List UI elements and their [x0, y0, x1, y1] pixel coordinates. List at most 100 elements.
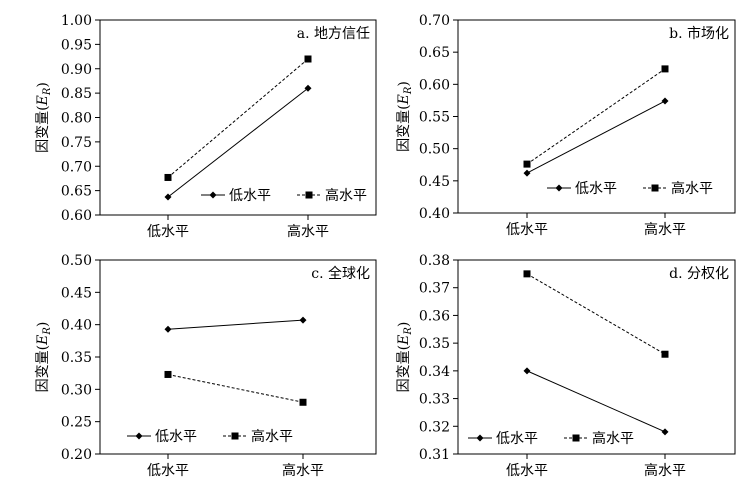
y-tick-label: 0.50 — [61, 253, 92, 269]
series-line-2 — [167, 373, 304, 403]
legend-marker-diamond — [135, 432, 143, 440]
x-tick-label: 高水平 — [287, 223, 329, 240]
y-tick-label: 0.60 — [419, 77, 450, 93]
legend-label: 高水平 — [671, 180, 713, 197]
y-tick-label: 0.65 — [419, 45, 450, 61]
y-tick-label: 0.40 — [61, 318, 92, 334]
x-tick-label: 高水平 — [644, 462, 686, 479]
x-tick-label: 低水平 — [506, 463, 548, 479]
y-tick-label: 0.30 — [61, 382, 92, 398]
y-tick-label: 0.36 — [419, 308, 450, 324]
legend-label: 高水平 — [251, 428, 293, 445]
y-tick-label: 0.25 — [61, 415, 92, 431]
legend: 低水平 高水平 — [547, 180, 713, 197]
y-axis-label: 因变量(ER) — [396, 81, 414, 152]
x-tick-label: 高水平 — [644, 221, 686, 238]
legend-label: 低水平 — [229, 188, 271, 204]
y-tick-label: 0.70 — [419, 13, 450, 29]
data-point-diamond — [164, 325, 172, 333]
y-tick-label: 0.37 — [419, 281, 450, 297]
x-tick-label: 低水平 — [147, 463, 189, 479]
legend-marker-square — [651, 184, 659, 192]
y-tick-label: 0.55 — [419, 110, 450, 126]
data-point-diamond — [661, 428, 669, 436]
data-point-square — [304, 55, 312, 63]
y-axis-label: 因变量(ER) — [35, 322, 53, 393]
y-tick-label: 0.65 — [61, 184, 92, 200]
panel-title: c. 全球化 — [311, 265, 370, 282]
plot-frame — [457, 259, 736, 455]
x-tick-label: 低水平 — [506, 222, 548, 238]
plot-frame — [99, 19, 377, 216]
legend-label: 低水平 — [575, 181, 617, 197]
y-tick-label: 0.38 — [419, 253, 450, 269]
y-tick-label: 0.45 — [419, 174, 450, 190]
panel-title: a. 地方信任 — [297, 26, 370, 42]
data-point-square — [523, 270, 531, 278]
y-tick-label: 0.60 — [61, 208, 92, 224]
x-tick-label: 高水平 — [282, 462, 324, 479]
legend-marker-square — [231, 432, 239, 440]
data-point-diamond — [661, 97, 669, 105]
series-line-1 — [526, 370, 666, 433]
y-tick-label: 0.32 — [419, 419, 450, 435]
series-line-2 — [167, 58, 309, 178]
data-point-diamond — [299, 316, 307, 324]
series-line-1 — [167, 87, 309, 198]
data-point-square — [164, 173, 172, 181]
y-tick-label: 0.20 — [61, 447, 92, 463]
data-point-diamond — [304, 84, 312, 92]
legend-label: 低水平 — [496, 431, 538, 447]
y-tick-label: 0.35 — [61, 350, 92, 366]
legend-marker-diamond — [476, 434, 484, 442]
y-tick-label: 0.33 — [419, 392, 450, 408]
data-point-square — [523, 160, 531, 168]
legend-marker-square — [305, 191, 313, 199]
data-point-square — [299, 398, 307, 406]
y-tick-label: 0.95 — [61, 37, 92, 53]
y-tick-label: 1.00 — [61, 13, 92, 29]
y-tick-label: 0.75 — [61, 135, 92, 151]
legend-label: 高水平 — [592, 430, 634, 447]
x-tick-label: 低水平 — [147, 224, 189, 240]
y-tick-label: 0.40 — [419, 206, 450, 222]
y-tick-label: 0.31 — [419, 447, 450, 463]
legend-label: 低水平 — [155, 429, 197, 445]
y-axis-label: 因变量(ER) — [35, 82, 53, 153]
series-line-2 — [526, 273, 666, 355]
data-point-diamond — [523, 169, 531, 177]
legend-marker-diamond — [209, 191, 217, 199]
chart-panel-a: 0.600.650.700.750.800.850.900.951.00低水平高… — [35, 13, 377, 240]
panel-title: b. 市场化 — [669, 25, 729, 42]
y-axis-label: 因变量(ER) — [396, 322, 414, 393]
data-point-square — [164, 370, 172, 378]
data-point-square — [661, 350, 669, 358]
plot-frame — [99, 259, 377, 455]
legend: 低水平 高水平 — [201, 187, 367, 204]
data-point-diamond — [523, 367, 531, 375]
series-line-1 — [167, 319, 304, 330]
legend-marker-square — [572, 434, 580, 442]
series-line-2 — [526, 68, 666, 165]
legend-marker-diamond — [555, 184, 563, 192]
y-tick-label: 0.45 — [61, 285, 92, 301]
legend-label: 高水平 — [325, 187, 367, 204]
data-point-diamond — [164, 193, 172, 201]
y-tick-label: 0.70 — [61, 159, 92, 175]
y-tick-label: 0.35 — [419, 336, 450, 352]
data-point-square — [661, 65, 669, 73]
legend: 低水平 高水平 — [468, 430, 634, 447]
panel-title: d. 分权化 — [669, 266, 729, 282]
series-line-1 — [526, 100, 666, 174]
y-tick-label: 0.80 — [61, 111, 92, 127]
legend: 低水平 高水平 — [127, 428, 293, 445]
y-tick-label: 0.90 — [61, 62, 92, 78]
y-tick-label: 0.34 — [419, 364, 450, 380]
y-tick-label: 0.50 — [419, 142, 450, 158]
y-tick-label: 0.85 — [61, 86, 92, 102]
